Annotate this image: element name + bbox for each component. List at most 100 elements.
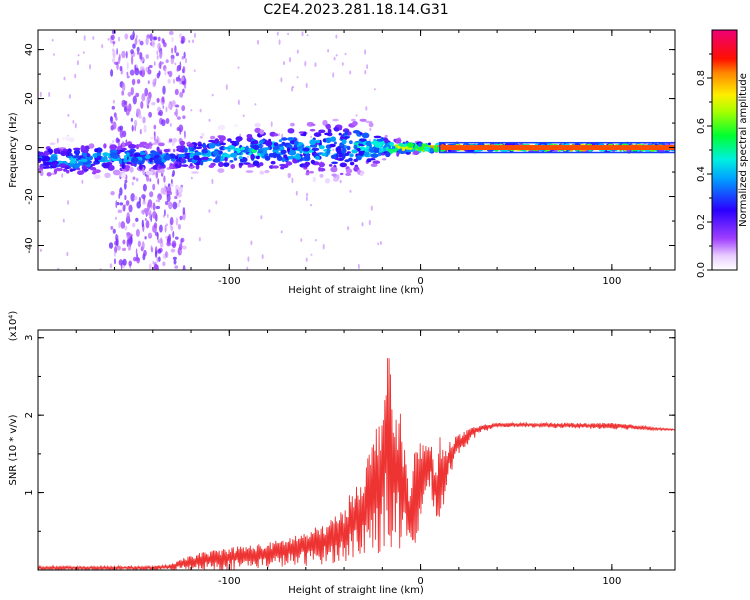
spectrogram-cell [140,66,145,71]
spectrogram-cell [179,61,182,71]
spectrogram-x-label: Height of straight line (km) [288,285,424,296]
spectrogram-cell [109,152,118,158]
spectrogram-cell [233,124,239,128]
spectrogram-cell [403,143,408,147]
spectrogram-cell [310,253,313,256]
spectrogram-cell [159,55,162,58]
spectrogram-cell [142,183,147,192]
spectrogram-cell [155,164,159,167]
spectrogram-cell [189,163,193,167]
spectrogram-cell [138,164,143,170]
spectrogram-cell [117,138,121,143]
spectrogram-cell [114,216,117,220]
spectrogram-cell [353,158,359,162]
spectrogram-cell [156,160,160,165]
spectrogram-cell [332,148,335,151]
spectrogram-carrier-halo [438,141,675,154]
spectrogram-cell [274,145,280,150]
spectrogram-cell [156,257,159,263]
spectrogram-y-tick-label: -20 [24,188,35,204]
spectrogram-cell [344,52,347,56]
spectrogram-cell [122,239,126,245]
spectrogram-cell [63,168,68,172]
spectrogram-cell [325,124,330,128]
spectrogram-cell [181,80,186,85]
spectrogram-cell [60,165,65,169]
spectrogram-cell [132,176,136,180]
spectrogram-cell [347,226,350,231]
spectrogram-cell [327,128,332,134]
spectrogram-cell [127,91,132,97]
spectrogram-cell [112,40,116,45]
spectrogram-cell [245,170,254,173]
spectrogram-cell [250,240,253,246]
spectrogram-cell [276,31,279,36]
spectrogram-cell [182,245,187,250]
spectrogram-cell [310,159,316,165]
spectrogram-cell [124,204,127,208]
spectrogram-cell [314,62,317,67]
spectrogram-cell [154,154,160,159]
spectrogram-cell [272,165,279,169]
spectrogram-cell [428,142,431,146]
spectrogram-cell [175,236,179,240]
spectrogram-cell [309,139,317,146]
spectrogram-cell [310,123,316,127]
spectrogram-cell [112,99,115,104]
spectrogram-cell [396,151,400,157]
spectrogram-cell [246,134,252,139]
spectrogram-cell [165,235,168,240]
spectrogram-cell [290,122,295,127]
spectrogram-cell [126,71,129,76]
spectrogram-cell [115,238,119,247]
spectrogram-cell [321,152,327,157]
spectrogram-cell [113,112,117,118]
spectrogram-cell [118,193,121,199]
spectrogram-cell [175,188,177,197]
spectrogram-cell [273,142,279,147]
spectrogram-cell [82,51,85,54]
spectrogram-cell [176,148,182,152]
spectrogram-cell [162,214,165,218]
spectrogram-cell [67,113,70,117]
snr-marks [38,357,675,570]
spectrogram-cell [223,162,230,168]
spectrogram-cell [314,239,317,242]
spectrogram-cell [212,158,221,163]
spectrogram-cell [165,106,168,113]
spectrogram-cell [121,147,127,151]
spectrogram-cell [218,161,224,168]
spectrogram-cell [168,201,173,210]
spectrogram-cell [370,141,378,144]
snr-y-tick-label: 2 [24,412,35,418]
spectrogram-cell [53,161,58,167]
spectrogram-cell [156,98,160,103]
spectrogram-cell [128,103,132,112]
spectrogram-cell [172,256,177,260]
spectrogram-cell [142,116,146,124]
spectrogram-cell [172,230,175,238]
spectrogram-cell [175,108,178,118]
spectrogram-cell [191,171,199,174]
spectrogram-cell [152,202,156,211]
spectrogram-cell [272,152,278,159]
spectrogram-cell [349,189,352,193]
spectrogram-cell [134,153,140,157]
spectrogram-cell [130,49,135,55]
spectrogram-cell [153,124,157,130]
spectrogram-cell [80,145,86,151]
spectrogram-cell [126,61,129,70]
spectrogram-cell [309,144,318,148]
spectrogram-cell [385,146,389,151]
spectrogram-cell [297,145,305,152]
snr-y-tick-label: 1 [24,489,35,495]
spectrogram-cell [61,173,64,178]
spectrogram-cell [364,49,367,55]
snr-y-label: SNR (10 * v/v) [8,414,19,485]
spectrogram-cell [157,111,162,116]
spectrogram-cell [309,170,314,174]
spectrogram-cell [341,147,347,154]
spectrogram-cell [295,190,298,196]
spectrogram-cell [73,149,81,156]
spectrogram-cell [345,130,349,135]
